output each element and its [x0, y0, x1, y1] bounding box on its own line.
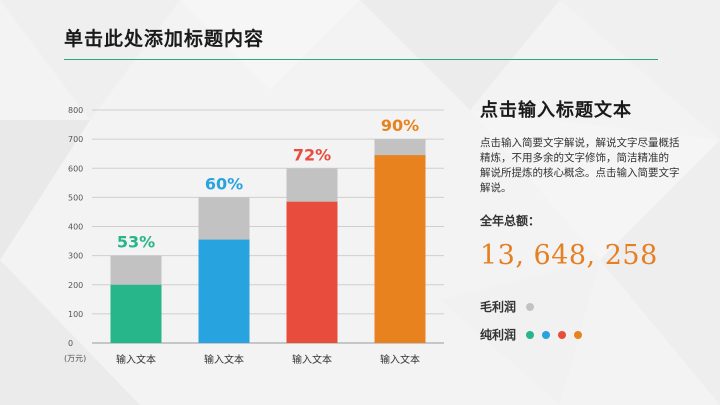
bar-net [198, 239, 250, 343]
legend-net-swatch-4 [574, 330, 583, 339]
legend-net-label: 纯利润 [480, 328, 517, 342]
data-label: 60% [205, 174, 243, 193]
bar-net [286, 201, 338, 343]
legend-gross-swatches [526, 302, 542, 311]
y-tick-label: 100 [68, 310, 83, 319]
y-tick-label: 500 [68, 193, 83, 202]
title-divider [64, 59, 658, 60]
x-category-label: 输入文本 [204, 353, 244, 366]
legend-net-swatches [526, 330, 590, 339]
y-tick-label: 400 [68, 223, 83, 232]
y-tick-label: 800 [68, 106, 83, 115]
legend-gross: 毛利润 [480, 298, 542, 315]
legend-net: 纯利润 [480, 326, 590, 343]
x-category-label: 输入文本 [380, 353, 420, 366]
legend-net-swatch-3 [558, 330, 567, 339]
data-label: 90% [381, 116, 419, 135]
legend-net-swatch-2 [542, 330, 551, 339]
y-tick-label: 700 [68, 135, 83, 144]
total-label: 全年总额： [480, 214, 541, 228]
legend-net-swatch-1 [526, 330, 535, 339]
x-category-label: 输入文本 [116, 353, 156, 366]
slide-title: 单击此处添加标题内容 [64, 28, 265, 50]
legend-gross-swatch [526, 302, 535, 311]
x-category-label: 输入文本 [292, 353, 332, 366]
data-label: 72% [293, 145, 331, 164]
bar-net [110, 284, 162, 343]
y-tick-label: 300 [68, 252, 83, 261]
bar-net [374, 155, 426, 343]
y-unit-label: (万元) [64, 354, 86, 363]
panel-title: 点击输入标题文本 [480, 100, 632, 121]
data-label: 53% [117, 233, 155, 252]
legend-gross-label: 毛利润 [480, 300, 517, 314]
y-tick-label: 0 [68, 339, 73, 348]
panel-description: 点击输入简要文字解说，解说文字尽量概括精炼，不用多余的文字修饰，简洁精准的 解说… [480, 137, 680, 194]
y-tick-label: 200 [68, 281, 83, 290]
y-tick-label: 600 [68, 164, 83, 173]
info-panel: 点击输入标题文本 点击输入简要文字解说，解说文字尽量概括精炼，不用多余的文字修饰… [480, 96, 700, 196]
total-value: 13, 648, 258 [480, 240, 658, 271]
